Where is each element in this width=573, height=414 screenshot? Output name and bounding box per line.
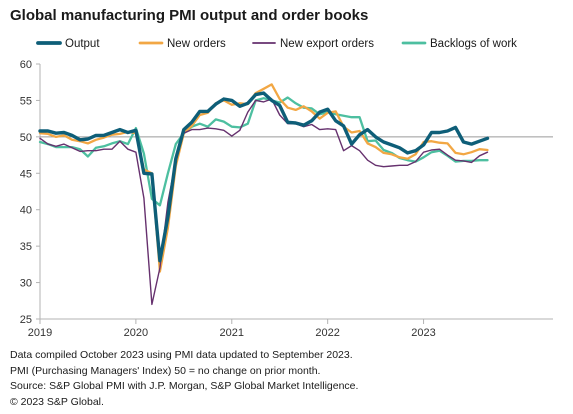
footnote-data-compiled: Data compiled October 2023 using PMI dat… — [10, 349, 353, 361]
legend-label-backlogs-of-work: Backlogs of work — [430, 38, 517, 50]
x-tick-label: 2022 — [315, 327, 339, 339]
legend-label-output: Output — [65, 38, 100, 50]
footnotes: Data compiled October 2023 using PMI dat… — [10, 348, 358, 410]
legend: Output New orders New export orders Backlog… — [36, 38, 517, 50]
x-tick-label: 2019 — [28, 327, 52, 339]
series-lines — [38, 83, 490, 306]
y-tick-label: 30 — [20, 278, 32, 290]
x-tick-label: 2020 — [124, 327, 148, 339]
legend-label-new-export-orders: New export orders — [280, 38, 374, 50]
footnote-copyright: © 2023 S&P Global. — [10, 395, 104, 408]
chart-title: Global manufacturing PMI output and orde… — [10, 7, 369, 24]
series-line-backlogs-of-work — [38, 96, 489, 207]
series-line-output — [38, 91, 490, 263]
x-tick-label: 2023 — [411, 327, 435, 339]
footnote-pmi-definition: PMI (Purchasing Managers' Index) 50 = no… — [10, 364, 321, 377]
series-line-new-export-orders — [39, 98, 489, 306]
y-tick-label: 35 — [20, 241, 32, 253]
line-chart: Output New orders New export orders Backlog… — [20, 38, 553, 339]
y-tick-label: 50 — [20, 132, 32, 144]
series-line-new-orders — [38, 83, 489, 273]
y-tick-label: 40 — [20, 205, 32, 217]
y-tick-label: 25 — [20, 314, 32, 326]
y-tick-label: 45 — [20, 168, 32, 180]
axes: 25 30 35 40 45 50 55 60 2019 2020 2021 2022 2023 — [20, 59, 553, 339]
footnote-source: Source: S&P Global PMI with J.P. Morgan,… — [10, 380, 359, 392]
y-tick-label: 60 — [20, 59, 32, 71]
x-tick-label: 2021 — [220, 327, 244, 339]
y-tick-label: 55 — [20, 95, 32, 107]
legend-label-new-orders: New orders — [167, 38, 226, 50]
